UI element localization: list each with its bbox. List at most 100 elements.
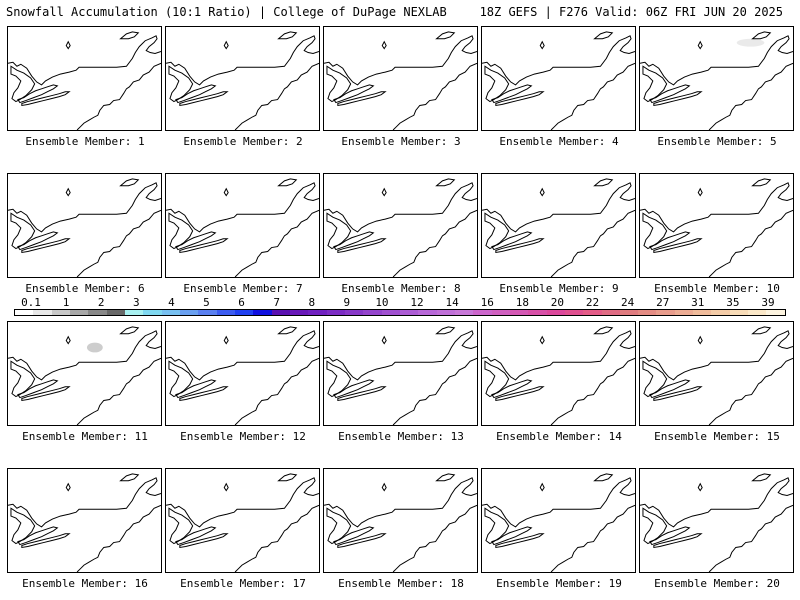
coastline [708, 504, 793, 572]
island [697, 40, 703, 50]
island [65, 335, 71, 345]
coastline [234, 504, 319, 572]
coastline [751, 178, 772, 187]
snow-patch [86, 342, 103, 353]
coastline [166, 182, 319, 233]
coastline [277, 473, 298, 482]
lake-ontario [17, 84, 59, 104]
coastline [435, 178, 456, 187]
colorbar-tick-label: 39 [761, 296, 775, 309]
lake-ontario [491, 84, 533, 104]
coastline [593, 326, 614, 335]
colorbar-cell [491, 310, 510, 315]
coastline [234, 357, 319, 425]
lake-ontario [491, 379, 533, 399]
colorbar-tick-label: 5 [203, 296, 210, 309]
ensemble-member-map [7, 468, 162, 573]
ensemble-member-label: Ensemble Member: 13 [338, 430, 464, 443]
coastline [392, 209, 477, 277]
lake-ontario [649, 231, 691, 251]
island [539, 482, 545, 492]
colorbar-cell [638, 310, 657, 315]
ensemble-member-label: Ensemble Member: 4 [499, 135, 619, 148]
island [381, 40, 387, 50]
coastline [324, 477, 477, 528]
coastline [550, 209, 635, 277]
ensemble-member-map [165, 321, 320, 426]
colorbar-tick-label: 18 [515, 296, 529, 309]
coastline [640, 35, 793, 86]
lake-erie [21, 533, 71, 549]
lake-erie [179, 533, 229, 549]
lake-huron [484, 360, 510, 398]
colorbar-cell [546, 310, 565, 315]
coastline [234, 62, 319, 130]
ensemble-member-map [639, 26, 794, 131]
ensemble-member-map [481, 468, 636, 573]
island [697, 482, 703, 492]
colorbar-cell [619, 310, 639, 315]
lake-huron [326, 65, 352, 103]
coastline [324, 330, 477, 381]
lake-ontario [17, 231, 59, 251]
colorbar-tick-label: 6 [238, 296, 245, 309]
lake-erie [21, 238, 71, 254]
colorbar-cell [656, 310, 675, 315]
ensemble-member-label: Ensemble Member: 11 [22, 430, 148, 443]
ensemble-member-map [7, 321, 162, 426]
colorbar-cell [564, 310, 584, 315]
island [65, 40, 71, 50]
coastline [392, 504, 477, 572]
coastline [482, 330, 635, 381]
lake-huron [10, 360, 36, 398]
colorbar-cell [161, 310, 180, 315]
coastline [435, 326, 456, 335]
coastline [640, 330, 793, 381]
island [539, 187, 545, 197]
colorbar-cell [674, 310, 694, 315]
coastline [708, 62, 793, 130]
colorbar-cell [124, 310, 144, 315]
lake-erie [653, 238, 703, 254]
lake-huron [10, 507, 36, 545]
colorbar-cell [69, 310, 89, 315]
island [223, 187, 229, 197]
island [223, 482, 229, 492]
lake-erie [179, 91, 229, 107]
colorbar-cell [748, 310, 767, 315]
ensemble-member-map [7, 26, 162, 131]
colorbar-tick-label: 24 [620, 296, 635, 309]
ensemble-member-label: Ensemble Member: 3 [341, 135, 461, 148]
ensemble-member-map [481, 321, 636, 426]
coastline [751, 31, 772, 40]
ensemble-member-label: Ensemble Member: 19 [496, 577, 622, 590]
colorbar-cell [106, 310, 125, 315]
coastline [119, 326, 140, 335]
coastline [166, 477, 319, 528]
colorbar-tick-label: 4 [168, 296, 175, 309]
colorbar-cell [179, 310, 199, 315]
colorbar-cell [51, 310, 70, 315]
coastline [324, 182, 477, 233]
lake-huron [168, 65, 194, 103]
coastline [482, 182, 635, 233]
ensemble-member-label: Ensemble Member: 7 [183, 282, 303, 295]
colorbar-cell [711, 310, 730, 315]
ensemble-member-label: Ensemble Member: 5 [657, 135, 777, 148]
lake-erie [21, 91, 71, 107]
ensemble-member-map [323, 26, 478, 131]
ensemble-member-label: Ensemble Member: 12 [180, 430, 306, 443]
island [539, 40, 545, 50]
lake-erie [495, 238, 545, 254]
coastline [392, 62, 477, 130]
coastline [708, 209, 793, 277]
colorbar-tick-label: 1 [62, 296, 70, 309]
colorbar-tick-label: 27 [656, 296, 670, 309]
ensemble-member-map [481, 26, 636, 131]
colorbar-tick-label: 8 [308, 296, 316, 309]
lake-huron [484, 212, 510, 250]
coastline [166, 35, 319, 86]
coastline [76, 209, 161, 277]
colorbar-cell [766, 310, 785, 315]
colorbar-cell [729, 310, 749, 315]
